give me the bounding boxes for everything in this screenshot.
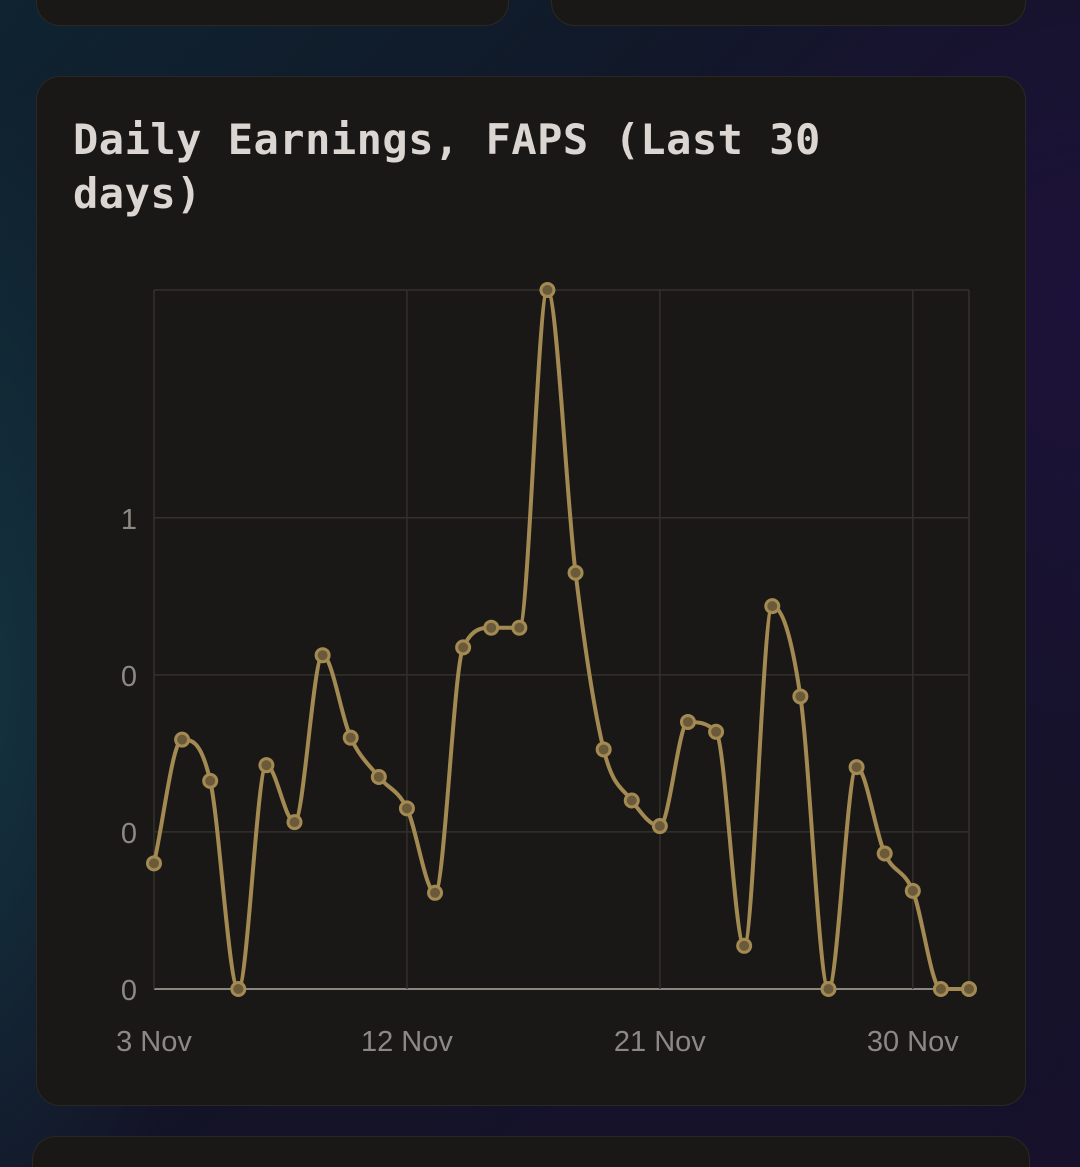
data-point (258, 757, 275, 774)
card-top-right (551, 0, 1026, 26)
series-line (152, 288, 971, 991)
data-point (483, 619, 500, 636)
earnings-chart-card: Daily Earnings, FAPS (Last 30 days) 0 0 0 1… (36, 76, 1026, 1106)
x-tick-label: 30 Nov (867, 1026, 959, 1058)
data-point (623, 792, 640, 809)
data-point (904, 882, 921, 899)
x-tick-label: 21 Nov (614, 1026, 706, 1058)
data-point (736, 937, 753, 954)
data-point (961, 981, 977, 997)
data-point (764, 598, 781, 615)
data-point (876, 845, 893, 862)
y-tick-label: 1 (121, 504, 137, 536)
data-point (146, 855, 162, 872)
data-point (230, 981, 247, 997)
data-point (539, 282, 556, 298)
data-point (202, 772, 219, 789)
line-chart: 0 0 0 1 3 Nov 12 Nov 21 Nov 30 Nov (116, 282, 977, 1058)
data-point (427, 884, 444, 901)
data-point (679, 713, 696, 730)
data-point (567, 564, 584, 581)
y-tick-label: 0 (121, 661, 137, 693)
x-tick-label: 12 Nov (361, 1026, 453, 1058)
data-point (398, 800, 415, 817)
data-point (848, 759, 865, 776)
data-point (455, 639, 472, 656)
x-tick-label: 3 Nov (116, 1026, 192, 1058)
data-point (370, 768, 387, 785)
data-point (174, 731, 191, 748)
data-point (792, 688, 809, 705)
y-tick-label: 0 (121, 818, 137, 850)
data-point (595, 741, 612, 758)
data-point (708, 723, 725, 740)
card-bottom (32, 1136, 1030, 1167)
data-point (342, 729, 359, 746)
card-top-left (36, 0, 509, 26)
data-point (314, 647, 331, 664)
data-point (820, 981, 837, 997)
chart-title: Daily Earnings, FAPS (Last 30 days) (73, 115, 821, 218)
data-point (932, 981, 949, 997)
data-point (511, 619, 528, 636)
data-point (651, 818, 668, 835)
y-tick-label: 0 (121, 975, 137, 1007)
data-point (286, 814, 303, 831)
